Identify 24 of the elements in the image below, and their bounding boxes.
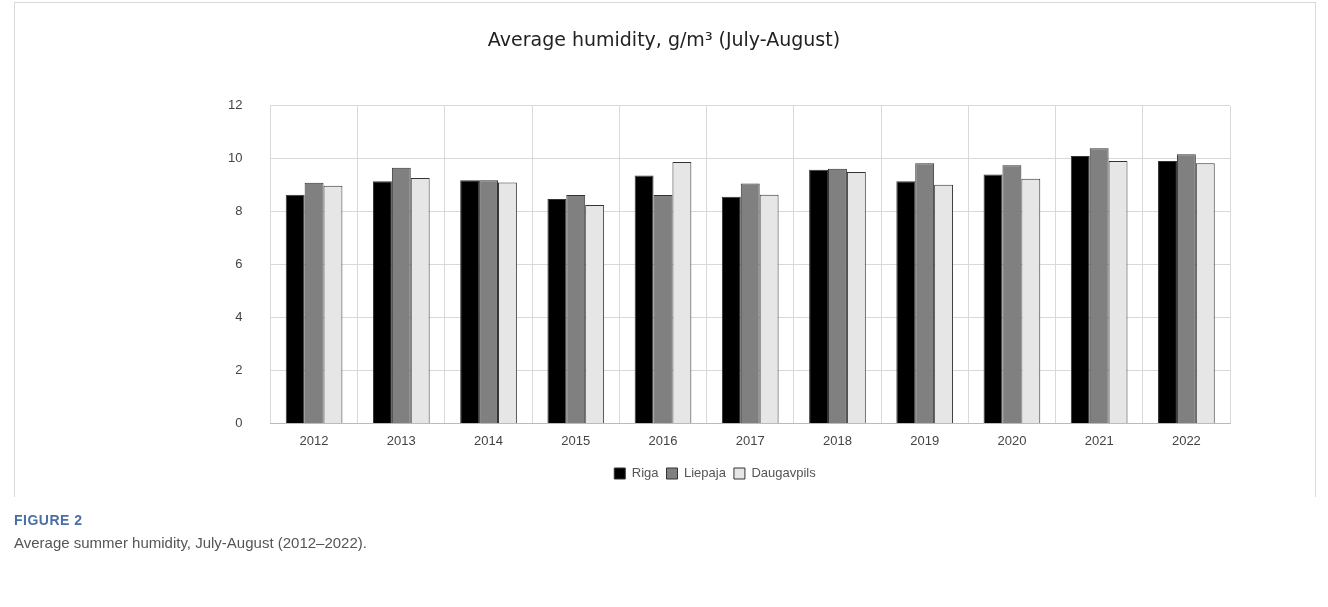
legend-label: Liepaja (684, 465, 727, 481)
x-tick-label: 2020 (997, 432, 1027, 448)
y-tick-label: 0 (235, 414, 243, 430)
caption: FIGURE 2 (14, 512, 83, 528)
x-tick-label: 2016 (648, 432, 678, 448)
text: Average summer humidity, July-August (2012–2022). (14, 534, 367, 551)
x-tick-label: 2021 (1084, 432, 1114, 448)
x-tick-label: 2013 (386, 432, 416, 448)
chart-title: Average humidity, g/m³ (July-August) (486, 28, 842, 50)
y-tick-label: 6 (235, 256, 243, 272)
y-tick-label: 4 (235, 309, 243, 325)
y-tick-label: 2 (235, 362, 243, 378)
y-tick-label: 12 (227, 97, 243, 113)
x-tick-label: 2012 (299, 432, 329, 448)
y-tick-label: 10 (227, 150, 243, 166)
x-tick-label: 2017 (735, 432, 765, 448)
legend-label: Daugavpils (751, 465, 817, 481)
x-tick-label: 2022 (1171, 432, 1201, 448)
x-tick-label: 2014 (474, 432, 503, 448)
y-tick-label: 8 (235, 203, 243, 219)
x-tick-label: 2019 (910, 432, 940, 448)
legend-label: Riga (631, 465, 660, 481)
x-tick-label: 2018 (823, 432, 852, 448)
x-tick-label: 2015 (561, 432, 591, 448)
